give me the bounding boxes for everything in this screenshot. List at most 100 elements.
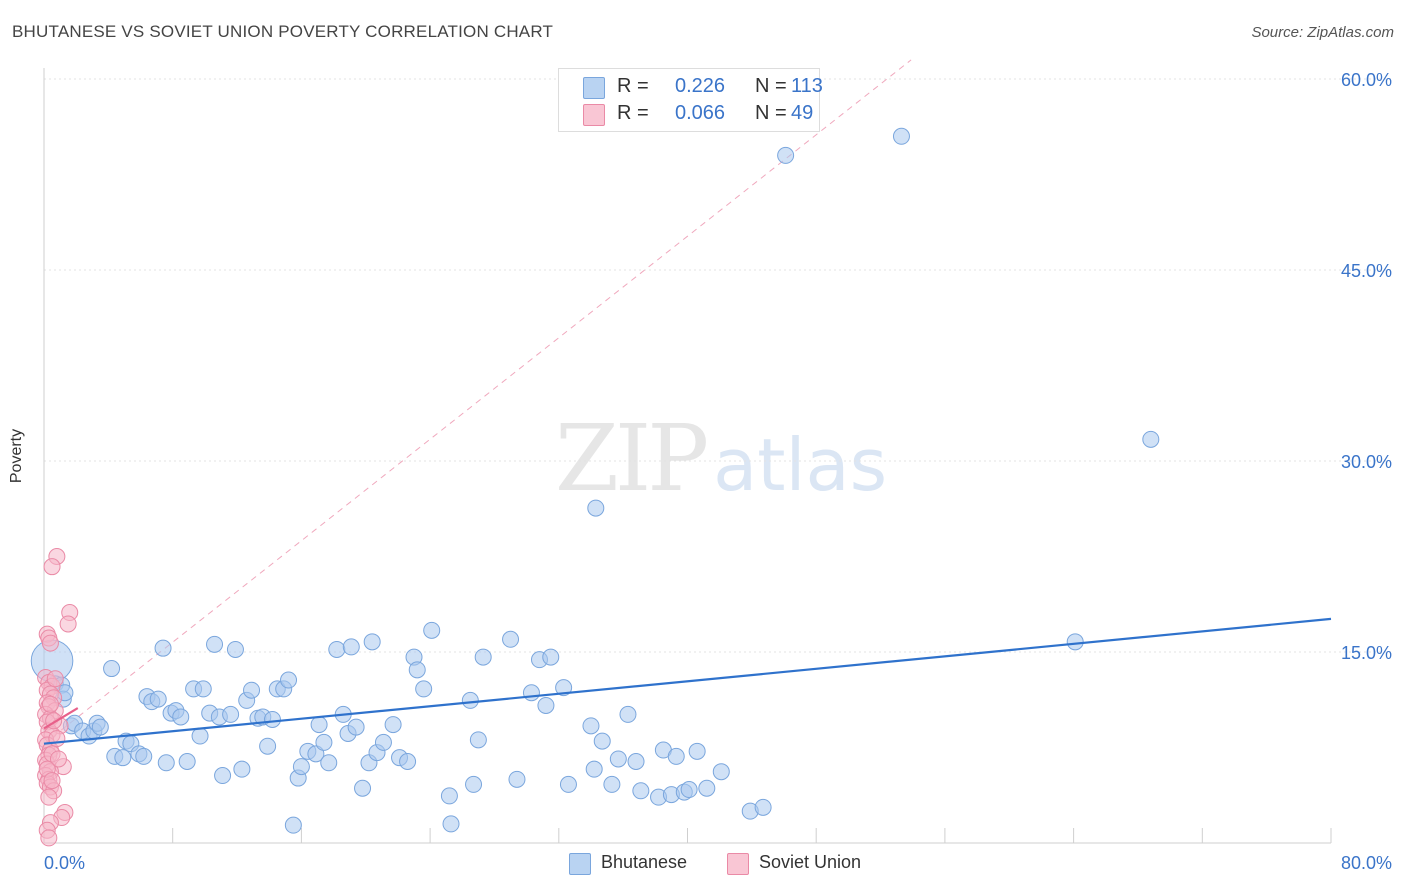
legend-n-value: 49 xyxy=(791,102,814,124)
soviet-union-trend-line xyxy=(43,707,79,730)
x-tick-label: 80.0% xyxy=(1341,853,1392,873)
y-tick-label: 15.0% xyxy=(1341,643,1392,663)
bhutanese-point xyxy=(91,718,109,736)
watermark: ZIP atlas xyxy=(555,405,887,512)
bhutanese-point xyxy=(214,767,232,785)
bhutanese-point xyxy=(408,661,426,679)
bhutanese-point xyxy=(191,727,209,745)
bhutanese-point xyxy=(754,798,772,816)
bhutanese-point xyxy=(384,716,402,734)
bhutanese-point xyxy=(502,630,520,648)
soviet-union-point xyxy=(49,750,67,768)
watermark-atlas: atlas xyxy=(713,423,888,507)
bhutanese-point xyxy=(465,775,483,793)
bhutanese-point xyxy=(374,733,392,751)
y-tick-label: 60.0% xyxy=(1341,70,1392,90)
legend-label-soviet-union: Soviet Union xyxy=(759,852,862,872)
soviet-union-point xyxy=(46,670,64,688)
y-tick-label: 30.0% xyxy=(1341,452,1392,472)
bhutanese-point xyxy=(698,779,716,797)
bhutanese-point xyxy=(522,684,540,702)
chart-title: BHUTANESE VS SOVIET UNION POVERTY CORREL… xyxy=(12,22,554,41)
bhutanese-point xyxy=(593,732,611,750)
bhutanese-point xyxy=(399,753,417,771)
bhutanese-point xyxy=(328,640,346,658)
bhutanese-point xyxy=(508,770,526,788)
bhutanese-point xyxy=(461,691,479,709)
bhutanese-point xyxy=(603,775,621,793)
bhutanese-point xyxy=(632,782,650,800)
reference-diagonal-line xyxy=(43,59,912,745)
bhutanese-point xyxy=(172,708,190,726)
legend-r-value: 0.066 xyxy=(675,102,726,124)
bhutanese-point xyxy=(315,733,333,751)
bhutanese-point xyxy=(712,763,730,781)
legend-n-label: N = xyxy=(755,102,787,124)
bhutanese-point xyxy=(363,633,381,651)
bhutanese-point xyxy=(347,718,365,736)
bhutanese-point xyxy=(609,750,627,768)
legend-swatch-bhutanese xyxy=(569,853,591,875)
bhutanese-point xyxy=(157,754,175,772)
soviet-union-point xyxy=(59,615,77,633)
bhutanese-point xyxy=(627,753,645,771)
bhutanese-point xyxy=(194,680,212,698)
legend-swatch-bhutanese xyxy=(583,77,605,99)
legend-label-bhutanese: Bhutanese xyxy=(601,852,688,872)
bhutanese-point xyxy=(559,775,577,793)
legend-swatch-soviet-union xyxy=(583,104,605,126)
bhutanese-point xyxy=(585,760,603,778)
bhutanese-point xyxy=(178,753,196,771)
bhutanese-point xyxy=(587,499,605,517)
bhutanese-point xyxy=(415,680,433,698)
soviet-union-point xyxy=(40,829,58,847)
bhutanese-point xyxy=(114,749,132,767)
bhutanese-point xyxy=(206,635,224,653)
bhutanese-point xyxy=(354,779,372,797)
legend-r-value: 0.226 xyxy=(675,75,726,97)
bhutanese-point xyxy=(469,731,487,749)
legend-n-value: 113 xyxy=(791,75,823,97)
bhutanese-point xyxy=(423,621,441,639)
bhutanese-point xyxy=(149,690,167,708)
bhutanese-point xyxy=(259,737,277,755)
bhutanese-point xyxy=(688,742,706,760)
legend-r-label: R = xyxy=(617,75,649,97)
soviet-union-point xyxy=(41,634,59,652)
bhutanese-point xyxy=(582,717,600,735)
legend-stats: R = 0.226 N = 113 R = 0.066 N = 49 xyxy=(558,68,823,132)
source-attribution: Source: ZipAtlas.com xyxy=(1251,24,1394,41)
bhutanese-trend-line xyxy=(43,617,1332,745)
bhutanese-point xyxy=(280,671,298,689)
bhutanese-point xyxy=(154,639,172,657)
bhutanese-point xyxy=(135,747,153,765)
bhutanese-point xyxy=(233,760,251,778)
bhutanese-point xyxy=(1066,633,1084,651)
bhutanese-point xyxy=(442,815,460,833)
bhutanese-point xyxy=(667,747,685,765)
soviet-union-point xyxy=(43,772,61,790)
soviet-union-point xyxy=(48,730,66,748)
bhutanese-point xyxy=(892,127,910,145)
x-tick-label: 0.0% xyxy=(44,853,85,873)
soviet-union-point xyxy=(41,695,59,713)
bhutanese-point xyxy=(103,660,121,678)
soviet-union-point xyxy=(43,558,61,576)
bhutanese-point xyxy=(474,648,492,666)
bhutanese-point xyxy=(263,710,281,728)
bhutanese-point xyxy=(680,781,698,799)
bhutanese-point xyxy=(1142,430,1160,448)
legend-r-label: R = xyxy=(617,102,649,124)
bhutanese-point xyxy=(310,716,328,734)
legend-swatch-soviet-union xyxy=(727,853,749,875)
bhutanese-point xyxy=(537,696,555,714)
legend-n-label: N = xyxy=(755,75,787,97)
bhutanese-point xyxy=(777,146,795,164)
bhutanese-point xyxy=(226,640,244,658)
bhutanese-point xyxy=(342,638,360,656)
bhutanese-point xyxy=(222,705,240,723)
bhutanese-point xyxy=(619,705,637,723)
bhutanese-point xyxy=(542,648,560,666)
bhutanese-point xyxy=(292,758,310,776)
